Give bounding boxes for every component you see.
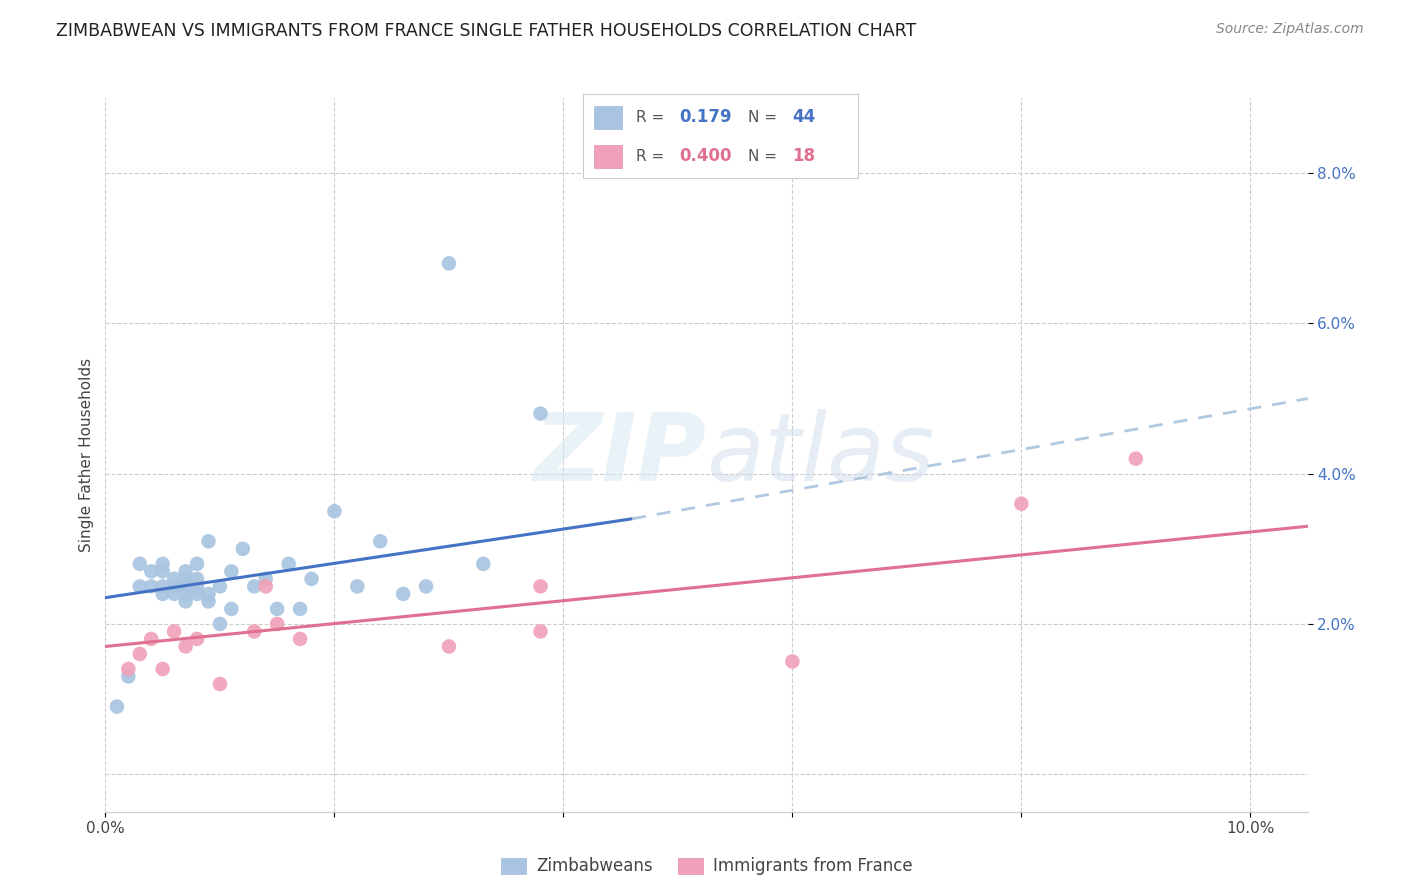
Point: [346, 579, 368, 593]
Point: [163, 579, 186, 593]
Point: [529, 579, 551, 593]
Point: [117, 662, 139, 676]
Text: ZIMBABWEAN VS IMMIGRANTS FROM FRANCE SINGLE FATHER HOUSEHOLDS CORRELATION CHART: ZIMBABWEAN VS IMMIGRANTS FROM FRANCE SIN…: [56, 22, 917, 40]
Point: [186, 587, 208, 601]
Point: [174, 594, 197, 608]
Point: [128, 647, 150, 661]
Point: [1010, 497, 1032, 511]
Point: [301, 572, 323, 586]
Point: [197, 587, 219, 601]
Text: 0.400: 0.400: [679, 147, 733, 165]
Point: [288, 632, 311, 646]
Point: [437, 256, 460, 270]
Point: [141, 579, 163, 593]
Text: R =: R =: [636, 149, 664, 164]
Point: [152, 662, 174, 676]
Point: [117, 669, 139, 683]
Text: N =: N =: [748, 149, 778, 164]
Point: [174, 565, 197, 579]
Point: [186, 579, 208, 593]
Point: [472, 557, 495, 571]
Point: [152, 557, 174, 571]
Point: [266, 616, 288, 631]
Point: [128, 579, 150, 593]
Bar: [595, 145, 621, 169]
Point: [288, 602, 311, 616]
Point: [197, 534, 219, 549]
Point: [208, 616, 231, 631]
Point: [243, 579, 266, 593]
Text: atlas: atlas: [707, 409, 935, 500]
Point: [254, 579, 277, 593]
Point: [141, 565, 163, 579]
Text: ZIP: ZIP: [534, 409, 707, 501]
Text: 0.179: 0.179: [679, 109, 733, 127]
Text: R =: R =: [636, 110, 664, 125]
Point: [128, 557, 150, 571]
Point: [529, 624, 551, 639]
Point: [174, 640, 197, 654]
Point: [152, 565, 174, 579]
Point: [368, 534, 391, 549]
Point: [243, 624, 266, 639]
Text: 44: 44: [792, 109, 815, 127]
Y-axis label: Single Father Households: Single Father Households: [79, 358, 94, 552]
Text: N =: N =: [748, 110, 778, 125]
Point: [174, 572, 197, 586]
Point: [323, 504, 346, 518]
Point: [415, 579, 437, 593]
Point: [266, 602, 288, 616]
Point: [392, 587, 415, 601]
Point: [163, 587, 186, 601]
Text: Source: ZipAtlas.com: Source: ZipAtlas.com: [1216, 22, 1364, 37]
Point: [437, 640, 460, 654]
Point: [208, 677, 231, 691]
Point: [186, 557, 208, 571]
Point: [197, 594, 219, 608]
Point: [277, 557, 299, 571]
Point: [221, 602, 243, 616]
Point: [221, 565, 243, 579]
Point: [208, 579, 231, 593]
Point: [254, 572, 277, 586]
Point: [105, 699, 128, 714]
Legend: Zimbabweans, Immigrants from France: Zimbabweans, Immigrants from France: [495, 851, 918, 882]
Point: [186, 632, 208, 646]
Point: [174, 579, 197, 593]
Point: [163, 624, 186, 639]
Point: [186, 572, 208, 586]
Point: [529, 407, 551, 421]
Point: [782, 655, 804, 669]
Bar: [595, 105, 621, 129]
Point: [163, 572, 186, 586]
Text: 18: 18: [792, 147, 815, 165]
Point: [152, 587, 174, 601]
Point: [1125, 451, 1147, 466]
Point: [152, 579, 174, 593]
Point: [232, 541, 254, 556]
Point: [174, 587, 197, 601]
Point: [141, 632, 163, 646]
